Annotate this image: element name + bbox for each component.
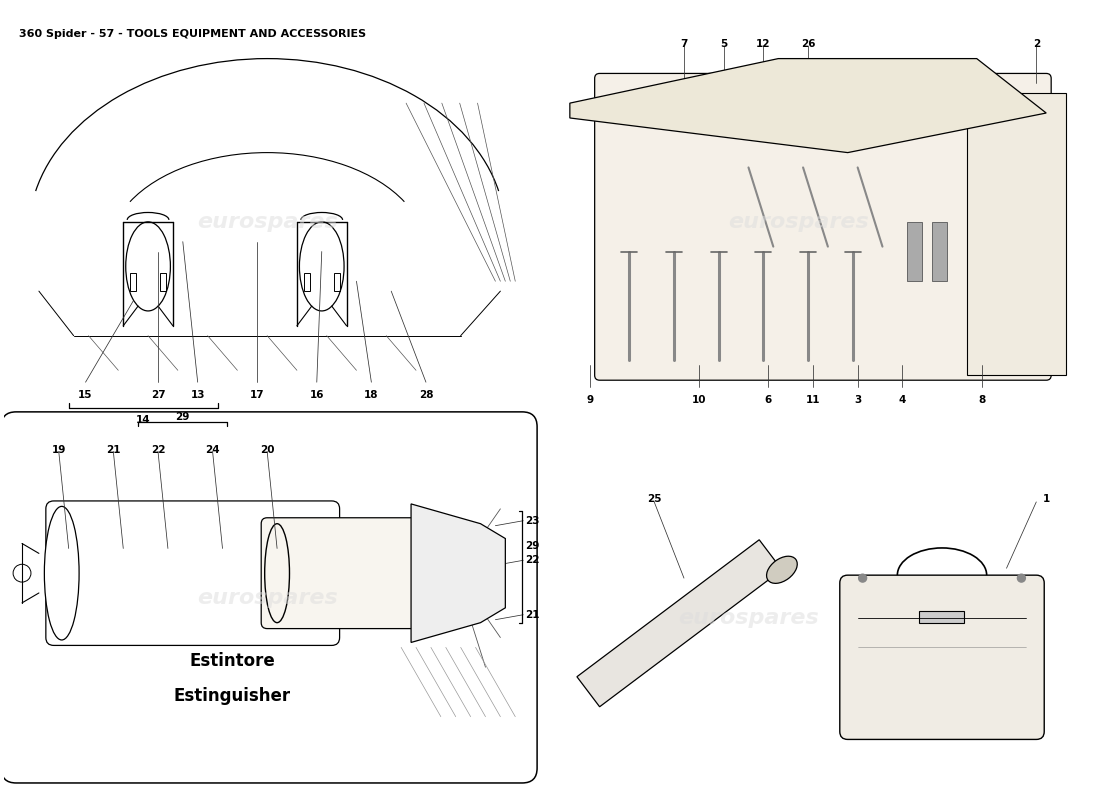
Text: 15: 15: [78, 390, 92, 400]
Circle shape: [462, 573, 470, 581]
Circle shape: [462, 530, 470, 538]
Bar: [932, 222, 947, 282]
Text: 4: 4: [899, 395, 906, 405]
Text: 17: 17: [250, 390, 264, 400]
Text: 28: 28: [419, 390, 433, 400]
Text: 22: 22: [525, 555, 540, 566]
Text: 22: 22: [151, 445, 165, 454]
Ellipse shape: [44, 506, 79, 640]
Text: 2: 2: [1033, 39, 1039, 49]
Text: 12: 12: [756, 39, 771, 49]
Circle shape: [982, 275, 991, 283]
Circle shape: [1001, 232, 1009, 240]
Polygon shape: [967, 94, 1066, 375]
Circle shape: [982, 254, 991, 262]
Text: 27: 27: [151, 390, 165, 400]
Circle shape: [432, 595, 440, 603]
Text: 9: 9: [586, 395, 593, 405]
Text: eurospares: eurospares: [197, 588, 338, 608]
Text: 19: 19: [52, 445, 66, 454]
Circle shape: [447, 595, 454, 603]
Text: 29: 29: [176, 412, 190, 422]
FancyBboxPatch shape: [46, 501, 340, 646]
Bar: [920, 610, 964, 622]
FancyBboxPatch shape: [261, 518, 452, 629]
Text: 5: 5: [720, 39, 727, 49]
Text: 21: 21: [525, 610, 540, 620]
Polygon shape: [576, 540, 782, 706]
Text: 3: 3: [854, 395, 861, 405]
Text: 13: 13: [190, 390, 205, 400]
Bar: [333, 274, 340, 291]
Text: Estinguisher: Estinguisher: [174, 687, 292, 705]
Text: 26: 26: [801, 39, 815, 49]
Text: 21: 21: [106, 445, 121, 454]
Text: 10: 10: [692, 395, 706, 405]
Text: eurospares: eurospares: [197, 212, 338, 232]
Text: Estintore: Estintore: [189, 652, 275, 670]
Polygon shape: [411, 504, 505, 642]
Text: 8: 8: [978, 395, 986, 405]
Circle shape: [1001, 275, 1009, 283]
Circle shape: [1001, 254, 1009, 262]
Circle shape: [432, 573, 440, 581]
Text: 24: 24: [206, 445, 220, 454]
Bar: [130, 274, 136, 291]
Text: eurospares: eurospares: [678, 608, 818, 628]
Circle shape: [982, 297, 991, 305]
FancyBboxPatch shape: [595, 74, 1052, 380]
Circle shape: [859, 574, 867, 582]
Text: 14: 14: [135, 415, 151, 425]
Text: 23: 23: [525, 516, 540, 526]
Circle shape: [447, 530, 454, 538]
Text: eurospares: eurospares: [728, 212, 869, 232]
Polygon shape: [570, 58, 1046, 153]
FancyBboxPatch shape: [1, 412, 537, 783]
Circle shape: [462, 551, 470, 559]
Circle shape: [432, 530, 440, 538]
Text: 6: 6: [764, 395, 772, 405]
Text: 16: 16: [309, 390, 324, 400]
Bar: [304, 274, 310, 291]
Circle shape: [1001, 297, 1009, 305]
Circle shape: [462, 595, 470, 603]
Circle shape: [447, 573, 454, 581]
Text: 18: 18: [364, 390, 378, 400]
Text: 360 Spider - 57 - TOOLS EQUIPMENT AND ACCESSORIES: 360 Spider - 57 - TOOLS EQUIPMENT AND AC…: [19, 29, 366, 39]
Text: 7: 7: [680, 39, 688, 49]
Text: 20: 20: [260, 445, 274, 454]
Bar: [908, 222, 922, 282]
Text: 25: 25: [647, 494, 661, 504]
Bar: [160, 274, 166, 291]
FancyBboxPatch shape: [839, 575, 1044, 739]
Circle shape: [982, 232, 991, 240]
Text: 1: 1: [1043, 494, 1049, 504]
Ellipse shape: [767, 556, 798, 583]
Circle shape: [447, 551, 454, 559]
Circle shape: [432, 551, 440, 559]
Circle shape: [13, 564, 31, 582]
Circle shape: [1018, 574, 1025, 582]
Text: 29: 29: [525, 541, 540, 550]
Text: 11: 11: [805, 395, 821, 405]
